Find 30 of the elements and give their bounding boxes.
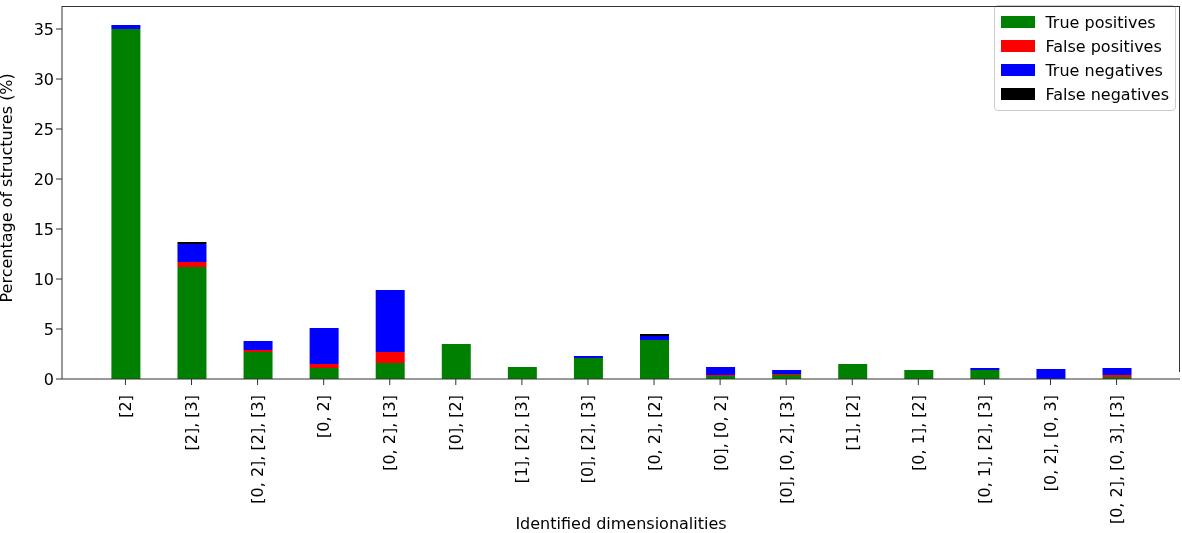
y-tick-label: 5 <box>43 319 54 339</box>
x-tick-label: [2], [3] <box>182 395 202 451</box>
x-tick-label: [0, 2], [0, 3] <box>1040 395 1060 492</box>
x-tick-label: [0, 2], [2], [3] <box>248 395 268 504</box>
x-axis-title: Identified dimensionalities <box>515 514 727 533</box>
y-tick-label: 30 <box>33 69 54 89</box>
x-tick-label: [0, 1], [2], [3] <box>974 395 994 504</box>
y-tick-label: 35 <box>33 19 54 39</box>
legend-label: True negatives <box>1045 60 1163 80</box>
x-tick-label: [0], [2], [3] <box>578 395 598 484</box>
x-tick-label: [0, 1], [2] <box>908 395 928 471</box>
x-tick-label: [0], [2] <box>446 395 466 451</box>
legend-label: False negatives <box>1045 84 1169 104</box>
x-tick-label: [2] <box>115 395 135 418</box>
legend-label: False positives <box>1045 36 1162 56</box>
legend-label: True positives <box>1045 12 1156 32</box>
y-tick-label: 20 <box>33 169 54 189</box>
x-tick-label: [1], [2] <box>842 395 862 451</box>
y-tick-label: 25 <box>33 119 54 139</box>
y-axis-title: Percentage of structures (%) <box>0 73 16 303</box>
x-tick-label: [0, 2], [0, 3], [3] <box>1107 395 1127 525</box>
y-tick-label: 10 <box>33 269 54 289</box>
x-tick-label: [0], [0, 2], [3] <box>776 395 796 504</box>
x-tick-label: [0], [0, 2] <box>710 395 730 471</box>
y-tick-label: 15 <box>33 219 54 239</box>
x-tick-label: [0, 2] <box>314 395 334 439</box>
y-tick-label: 0 <box>43 369 54 389</box>
x-tick-label: [0, 2], [3] <box>380 395 400 471</box>
x-tick-label: [1], [2], [3] <box>512 395 532 484</box>
x-tick-label: [0, 2], [2] <box>644 395 664 471</box>
